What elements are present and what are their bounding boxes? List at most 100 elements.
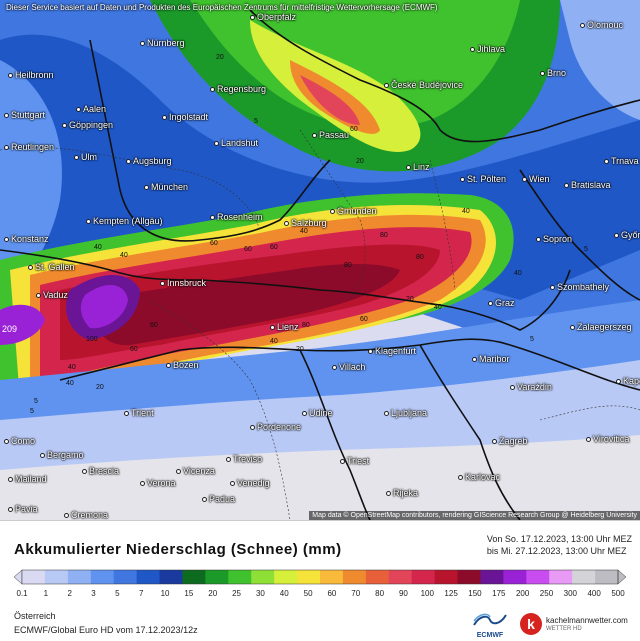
city-label[interactable]: Kapo	[616, 376, 640, 386]
city-label[interactable]: Verona	[140, 478, 176, 488]
city-label[interactable]: Regensburg	[210, 84, 266, 94]
city-label[interactable]: Cremona	[64, 510, 108, 520]
city-label[interactable]: České Budějovice	[384, 80, 463, 90]
city-label[interactable]: Göppingen	[62, 120, 113, 130]
city-label[interactable]: Reutlingen	[4, 142, 54, 152]
city-label[interactable]: Trient	[124, 408, 154, 418]
city-label[interactable]: Sopron	[536, 234, 572, 244]
contour-label: 20	[216, 54, 224, 61]
city-label[interactable]: Venedig	[230, 478, 270, 488]
city-label[interactable]: Zagreb	[492, 436, 528, 446]
city-label[interactable]: Graz	[488, 298, 515, 308]
city-dot-icon	[250, 425, 255, 431]
city-label[interactable]: Passau	[312, 130, 349, 140]
scale-arrow-right	[617, 569, 627, 585]
city-label[interactable]: Padua	[202, 494, 235, 504]
contour-label: 60	[270, 244, 278, 251]
contour-label: 20	[96, 384, 104, 391]
city-label[interactable]: Ingolstadt	[162, 112, 208, 122]
city-dot-icon	[488, 301, 493, 307]
city-label[interactable]: St. Pölten	[460, 174, 506, 184]
city-label[interactable]: Rijeka	[386, 488, 418, 498]
city-dot-icon	[226, 457, 231, 463]
map-attribution[interactable]: Map data © OpenStreetMap contributors, r…	[309, 511, 640, 520]
city-label[interactable]: Konstanz	[4, 234, 49, 244]
city-label[interactable]: Bergamo	[40, 450, 84, 460]
city-dot-icon	[8, 507, 13, 513]
legend-title: Akkumulierter Niederschlag (Schnee) (mm)	[14, 541, 342, 558]
city-label[interactable]: Udine	[302, 408, 333, 418]
city-dot-icon	[162, 115, 167, 121]
city-label[interactable]: Klagenfurt	[368, 346, 416, 356]
country-borders	[0, 9, 640, 520]
city-label[interactable]: Maribor	[472, 354, 510, 364]
city-label[interactable]: München	[144, 182, 188, 192]
city-label[interactable]: Heilbronn	[8, 70, 54, 80]
city-label[interactable]: Como	[4, 436, 35, 446]
city-label[interactable]: Ulm	[74, 152, 97, 162]
ecmwf-logo[interactable]: ECMWF	[470, 613, 510, 639]
city-label[interactable]: Pordenone	[250, 422, 301, 432]
scale-swatch	[44, 570, 69, 584]
city-label[interactable]: Stuttgart	[4, 110, 45, 120]
city-label[interactable]: Szombathely	[550, 282, 609, 292]
city-label[interactable]: Ljubljana	[384, 408, 427, 418]
field-south-gray	[0, 435, 640, 520]
city-label[interactable]: Wien	[522, 174, 550, 184]
city-label[interactable]: Landshut	[214, 138, 258, 148]
city-dot-icon	[284, 221, 289, 227]
city-label[interactable]: Győr	[614, 230, 640, 240]
city-label[interactable]: Salzburg	[284, 218, 327, 228]
scale-swatch	[90, 570, 115, 584]
city-label[interactable]: Gmunden	[330, 206, 377, 216]
contour-label: 80	[344, 262, 352, 269]
city-label[interactable]: Triest	[340, 456, 369, 466]
city-label[interactable]: Aalen	[76, 104, 106, 114]
kachelmannwetter-logo[interactable]: k kachelmannwetter.com WETTER HD	[520, 613, 638, 639]
city-label[interactable]: Rosenheim	[210, 212, 263, 222]
city-dot-icon	[214, 141, 219, 147]
city-label[interactable]: Olomouc	[580, 20, 623, 30]
contour-label: 60	[350, 126, 358, 133]
period-from: Von So. 17.12.2023, 13:00 Uhr MEZ	[486, 534, 632, 544]
scale-tick-label: 90	[398, 589, 408, 598]
city-label[interactable]: Jihlava	[470, 44, 505, 54]
color-scale-ticks: 0.1 1 2 3 5 7 10 15 20 25 30 40 50 60 70 80 90 100 125 150 1…	[0, 589, 640, 601]
city-label[interactable]: Trnava	[604, 156, 639, 166]
city-label[interactable]: Lienz	[270, 322, 299, 332]
city-label[interactable]: Innsbruck	[160, 278, 206, 288]
city-label[interactable]: Brescia	[82, 466, 119, 476]
contour-label: 80	[302, 322, 310, 329]
city-label[interactable]: Varaždin	[510, 382, 552, 392]
precipitation-map[interactable]: Dieser Service basiert auf Daten und Pro…	[0, 0, 640, 520]
city-label[interactable]: Zalaegerszeg	[570, 322, 632, 332]
city-dot-icon	[384, 411, 389, 417]
city-dot-icon	[230, 481, 235, 487]
scale-tick-label: 60	[327, 589, 337, 598]
city-dot-icon	[536, 237, 541, 243]
city-label[interactable]: Vicenza	[176, 466, 215, 476]
city-label[interactable]: Linz	[406, 162, 430, 172]
city-label[interactable]: Kempten (Allgäu)	[86, 216, 163, 226]
contour-label: 40	[120, 252, 128, 259]
model-run-label: ECMWF/Global Euro HD vom 17.12.2023/12z	[14, 625, 198, 635]
city-label[interactable]: Pavia	[8, 504, 38, 514]
city-label[interactable]: Bratislava	[564, 180, 611, 190]
city-label[interactable]: Vaduz	[36, 290, 68, 300]
city-label[interactable]: Oberpfalz	[250, 12, 296, 22]
city-label[interactable]: Brno	[540, 68, 566, 78]
city-label[interactable]: Mailand	[8, 474, 47, 484]
city-label[interactable]: St. Gallen	[28, 262, 75, 272]
scale-tick-label: 100	[420, 589, 434, 598]
scale-swatch	[251, 570, 275, 584]
city-label[interactable]: Nürnberg	[140, 38, 185, 48]
city-label[interactable]: Augsburg	[126, 156, 172, 166]
scale-swatch	[320, 570, 344, 584]
city-label[interactable]: Bozen	[166, 360, 199, 370]
city-label[interactable]: Virovitica	[586, 434, 629, 444]
city-label[interactable]: Villach	[332, 362, 365, 372]
city-label[interactable]: Treviso	[226, 454, 262, 464]
city-dot-icon	[614, 233, 619, 239]
city-label[interactable]: Karlovac	[458, 472, 500, 482]
scale-swatch	[274, 570, 298, 584]
